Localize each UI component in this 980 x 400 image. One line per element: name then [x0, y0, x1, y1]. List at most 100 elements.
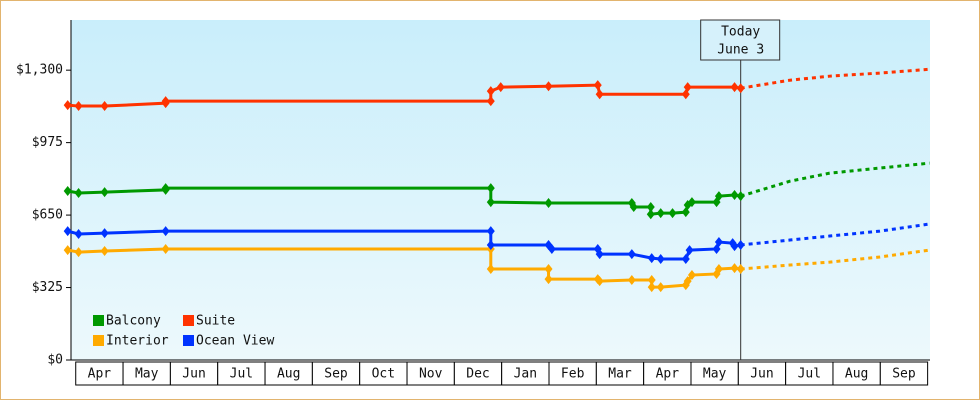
point: [100, 187, 109, 198]
point: [63, 226, 72, 237]
point: [74, 247, 83, 258]
point: [63, 245, 72, 256]
forecast-line: [740, 248, 930, 271]
y-tick-label: $650: [32, 208, 63, 223]
point: [685, 245, 694, 256]
point: [646, 209, 655, 220]
forecast-line: [740, 161, 930, 198]
legend-label: Balcony: [106, 314, 161, 329]
point: [100, 228, 109, 239]
y-tick-label: $325: [32, 280, 63, 295]
point: [496, 82, 505, 93]
point: [647, 274, 656, 285]
point: [656, 282, 665, 293]
point: [627, 249, 636, 260]
point: [544, 198, 553, 209]
x-tick-label: May: [703, 367, 727, 382]
point: [646, 202, 655, 213]
point: [595, 89, 604, 100]
point: [730, 190, 739, 201]
point: [681, 254, 690, 265]
x-tick-label: Aug: [845, 367, 868, 382]
point: [647, 282, 656, 293]
legend-swatch: [93, 315, 104, 326]
today-label: Today: [721, 25, 760, 40]
point: [668, 208, 677, 219]
x-tick-label: Aug: [277, 367, 300, 382]
y-tick-label: $0: [47, 353, 63, 368]
point: [595, 249, 604, 260]
point: [486, 197, 495, 208]
point: [730, 263, 739, 274]
point: [736, 191, 745, 202]
x-tick-label: Jun: [750, 367, 773, 382]
point: [714, 191, 723, 202]
x-tick-label: Oct: [372, 367, 395, 382]
point: [730, 241, 739, 252]
point: [627, 274, 636, 285]
x-tick-label: Jun: [182, 367, 205, 382]
point: [714, 264, 723, 275]
point: [486, 226, 495, 237]
y-tick-label: $1,300: [16, 63, 63, 78]
point: [544, 264, 553, 275]
point: [687, 197, 696, 208]
point: [629, 202, 638, 213]
x-tick-label: Apr: [88, 367, 112, 382]
point: [683, 276, 692, 287]
legend-label: Suite: [196, 314, 235, 329]
x-tick-label: Jan: [514, 367, 537, 382]
point: [63, 100, 72, 111]
point: [74, 188, 83, 199]
point: [161, 96, 170, 107]
x-tick-label: Jul: [798, 367, 821, 382]
point: [100, 245, 109, 256]
point: [656, 254, 665, 265]
point: [683, 82, 692, 93]
forecast-line: [740, 222, 930, 247]
x-tick-label: Jul: [230, 367, 253, 382]
point: [161, 226, 170, 237]
point: [74, 229, 83, 240]
legend-label: Ocean View: [196, 334, 274, 349]
x-tick-label: Sep: [892, 367, 916, 382]
x-tick-label: Nov: [419, 367, 443, 382]
point: [161, 183, 170, 194]
x-tick-label: Sep: [324, 367, 348, 382]
forecast-line: [740, 67, 930, 90]
month-box: [879, 361, 929, 386]
point: [593, 80, 602, 91]
today-box: [700, 19, 781, 61]
x-tick-label: May: [135, 367, 159, 382]
point: [544, 274, 553, 285]
point: [547, 243, 556, 254]
legend-swatch: [183, 335, 194, 346]
point: [730, 82, 739, 93]
point: [486, 264, 495, 275]
point: [63, 186, 72, 197]
x-tick-label: Mar: [608, 367, 632, 382]
point: [736, 83, 745, 94]
legend-swatch: [183, 315, 194, 326]
point: [595, 276, 604, 287]
point: [486, 239, 495, 250]
point: [687, 270, 696, 281]
point: [544, 81, 553, 92]
point: [100, 101, 109, 112]
legend-swatch: [93, 335, 104, 346]
point: [161, 243, 170, 254]
point: [486, 96, 495, 107]
today-label: June 3: [717, 43, 764, 58]
point: [656, 208, 665, 219]
x-tick-label: Dec: [466, 367, 489, 382]
point: [736, 264, 745, 275]
point: [74, 101, 83, 112]
point: [647, 253, 656, 264]
legend-label: Interior: [106, 334, 169, 349]
plot-area: [71, 20, 930, 360]
x-tick-label: Apr: [656, 367, 680, 382]
point: [486, 183, 495, 194]
point: [736, 239, 745, 250]
x-tick-label: Feb: [561, 367, 585, 382]
